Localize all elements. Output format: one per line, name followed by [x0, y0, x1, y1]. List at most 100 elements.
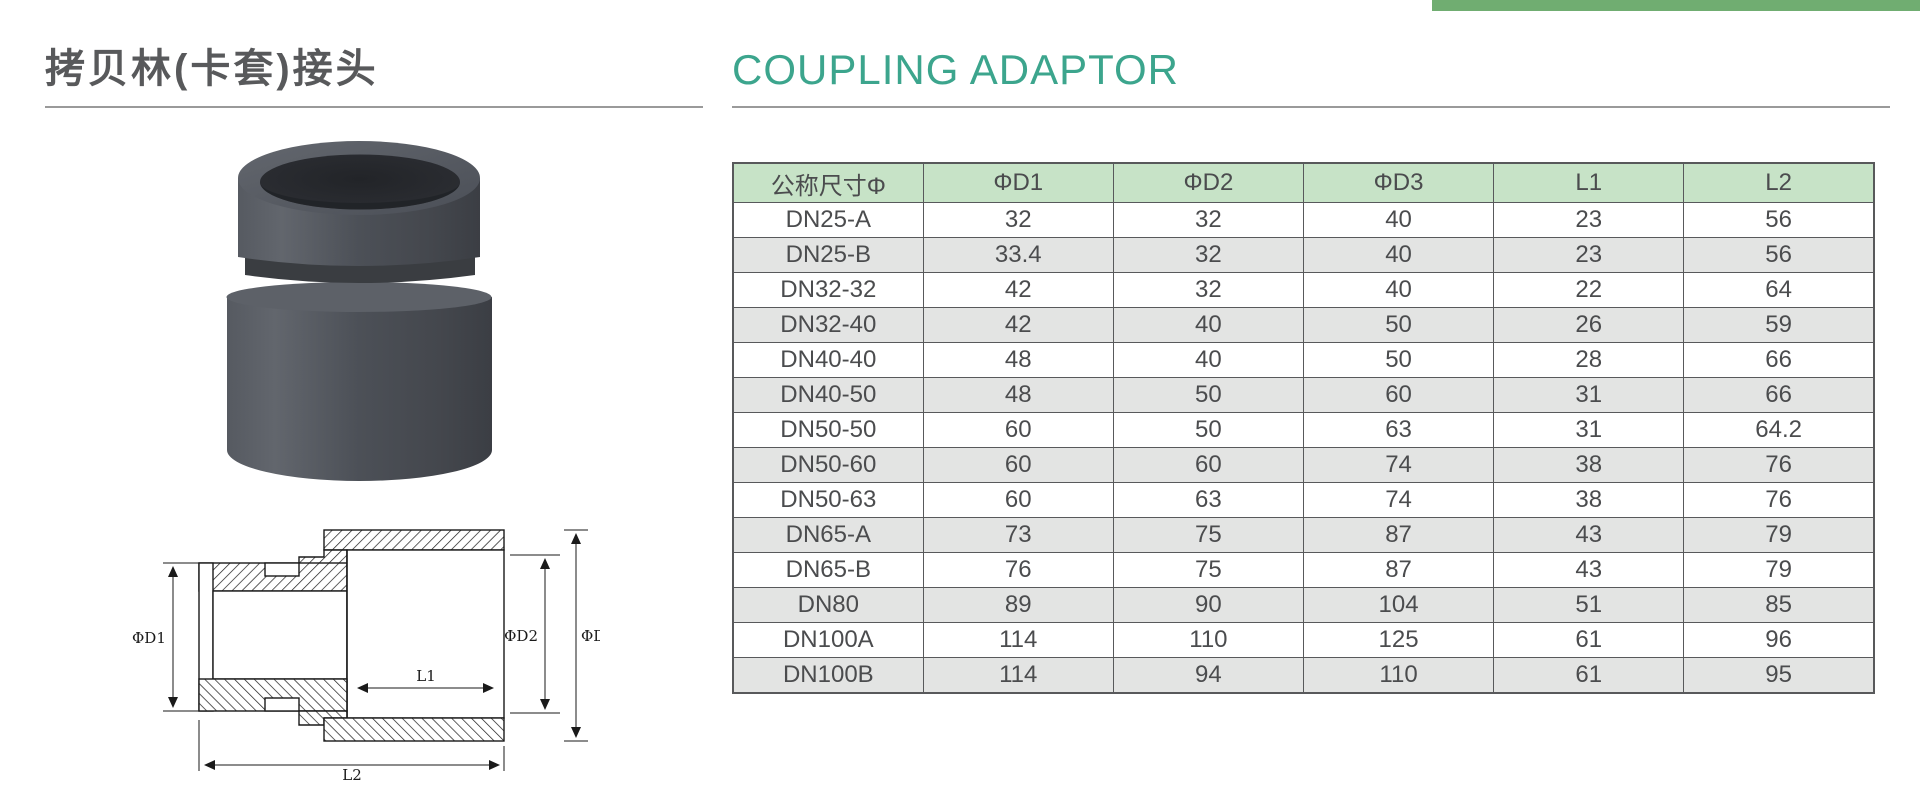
table-cell: 31	[1493, 377, 1685, 413]
table-cell: 32	[922, 202, 1114, 238]
table-cell: 60	[922, 482, 1114, 518]
table-cell: 50	[1302, 342, 1495, 378]
label-d3: ΦD3	[581, 627, 600, 645]
table-cell: 23	[1493, 237, 1685, 273]
table-cell: 40	[1302, 237, 1495, 273]
table-cell: 42	[922, 307, 1114, 343]
specification-table: 公称尺寸Φ ΦD1 ΦD2 ΦD3 L1 L2 DN25-A 32 32 40 23 56 DN25-…	[732, 162, 1875, 694]
table-cell: 75	[1112, 552, 1304, 588]
photo-bore-inner-shadow	[260, 182, 460, 210]
table-cell: 59	[1683, 307, 1875, 343]
table-cell: 125	[1302, 622, 1495, 658]
table-row: DN65-B 76 75 87 43 79	[732, 552, 1875, 588]
table-row: DN50-60 60 60 74 38 76	[732, 447, 1875, 483]
table-cell: 110	[1112, 622, 1304, 658]
table-cell: 79	[1683, 517, 1875, 553]
table-cell: DN25-B	[732, 237, 924, 273]
table-cell: 33.4	[922, 237, 1114, 273]
table-cell: 87	[1302, 552, 1495, 588]
table-header-row: 公称尺寸Φ ΦD1 ΦD2 ΦD3 L1 L2	[732, 162, 1875, 203]
table-cell: 32	[1112, 272, 1304, 308]
table-row: DN25-A 32 32 40 23 56	[732, 202, 1875, 238]
label-l1: L1	[416, 667, 436, 685]
table-cell: 75	[1112, 517, 1304, 553]
table-cell: 89	[922, 587, 1114, 623]
table-cell: 114	[922, 622, 1114, 658]
table-cell: DN100B	[732, 657, 924, 694]
table-cell: 23	[1493, 202, 1685, 238]
technical-drawing: ΦD1 ΦD2 ΦD3 L1 L2	[40, 515, 615, 784]
table-cell: DN50-60	[732, 447, 924, 483]
table-cell: DN32-32	[732, 272, 924, 308]
table-row: DN40-50 48 50 60 31 66	[732, 377, 1875, 413]
table-cell: 61	[1493, 622, 1685, 658]
table-cell: 64	[1683, 272, 1875, 308]
table-row: DN65-A 73 75 87 43 79	[732, 517, 1875, 553]
column-header: ΦD1	[922, 162, 1114, 203]
table-cell: 60	[922, 447, 1114, 483]
table-row: DN40-40 48 40 50 28 66	[732, 342, 1875, 378]
table-cell: DN65-B	[732, 552, 924, 588]
page-title-english: COUPLING ADAPTOR	[732, 46, 1179, 93]
table-cell: 48	[922, 342, 1114, 378]
table-cell: 104	[1302, 587, 1495, 623]
table-cell: 51	[1493, 587, 1685, 623]
section-body	[198, 529, 505, 742]
table-cell: 40	[1112, 342, 1304, 378]
table-cell: 64.2	[1683, 412, 1875, 448]
coupling-adaptor-photo	[226, 141, 492, 481]
table-cell: 50	[1302, 307, 1495, 343]
table-row: DN50-50 60 50 63 31 64.2	[732, 412, 1875, 448]
table-row: DN32-32 42 32 40 22 64	[732, 272, 1875, 308]
table-cell: 60	[922, 412, 1114, 448]
table-cell: 90	[1112, 587, 1304, 623]
table-cell: 43	[1493, 552, 1685, 588]
table-cell: DN100A	[732, 622, 924, 658]
table-cell: 76	[1683, 482, 1875, 518]
table-cell: DN50-63	[732, 482, 924, 518]
photo-shoulder	[226, 282, 492, 312]
table-row: DN32-40 42 40 50 26 59	[732, 307, 1875, 343]
column-header: 公称尺寸Φ	[732, 162, 924, 203]
table-row: DN50-63 60 63 74 38 76	[732, 482, 1875, 518]
dimension-labels: ΦD1 ΦD2 ΦD3 L1 L2	[132, 627, 615, 784]
photo-bore	[260, 154, 460, 210]
table-cell: 38	[1493, 447, 1685, 483]
table-cell: 50	[1112, 377, 1304, 413]
table-cell: 42	[922, 272, 1114, 308]
table-cell: 66	[1683, 342, 1875, 378]
table-row: DN100A 114 110 125 61 96	[732, 622, 1875, 658]
table-cell: 26	[1493, 307, 1685, 343]
photo-lower-cylinder	[227, 297, 492, 481]
table-cell: DN80	[732, 587, 924, 623]
table-cell: 43	[1493, 517, 1685, 553]
column-header: ΦD3	[1302, 162, 1495, 203]
table-cell: 40	[1112, 307, 1304, 343]
label-d1: ΦD1	[132, 629, 166, 647]
table-cell: 96	[1683, 622, 1875, 658]
table-cell: 63	[1302, 412, 1495, 448]
table-cell: 114	[922, 657, 1114, 694]
table-row: DN100B 114 94 110 61 95	[732, 657, 1875, 694]
table-cell: 87	[1302, 517, 1495, 553]
table-cell: 76	[1683, 447, 1875, 483]
table-cell: DN32-40	[732, 307, 924, 343]
table-row: DN25-B 33.4 32 40 23 56	[732, 237, 1875, 273]
table-cell: 28	[1493, 342, 1685, 378]
page-title-chinese: 拷贝林(卡套)接头	[45, 47, 379, 91]
table-cell: DN40-50	[732, 377, 924, 413]
table-cell: 110	[1302, 657, 1495, 694]
table-cell: DN40-40	[732, 342, 924, 378]
title-underline-left	[45, 106, 703, 108]
table-cell: 94	[1112, 657, 1304, 694]
dimension-lines	[163, 529, 588, 771]
table-cell: 31	[1493, 412, 1685, 448]
table-cell: 40	[1302, 272, 1495, 308]
table-cell: DN65-A	[732, 517, 924, 553]
table-cell: 79	[1683, 552, 1875, 588]
table-cell: 61	[1493, 657, 1685, 694]
table-cell: 74	[1302, 447, 1495, 483]
table-cell: 60	[1112, 447, 1304, 483]
table-cell: 48	[922, 377, 1114, 413]
column-header: L2	[1683, 162, 1875, 203]
